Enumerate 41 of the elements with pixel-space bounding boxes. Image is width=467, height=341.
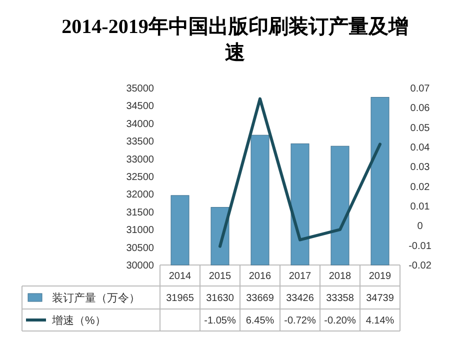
x-tick-label: 2017 bbox=[288, 271, 312, 282]
data-label: 33669 bbox=[246, 293, 274, 304]
y2-tick-label: 0.07 bbox=[410, 84, 430, 94]
data-label: -1.05% bbox=[204, 316, 236, 326]
y2-tick-label: 0.06 bbox=[410, 103, 430, 114]
y-tick-label: 30000 bbox=[126, 260, 154, 272]
data-label: -0.20% bbox=[324, 316, 356, 326]
data-label: 4.14% bbox=[366, 316, 394, 326]
y-tick-label: 30500 bbox=[126, 242, 154, 254]
data-label: 31965 bbox=[166, 293, 194, 304]
y-tick-label: 34000 bbox=[126, 118, 154, 130]
data-label: 31630 bbox=[206, 293, 234, 304]
x-tick-label: 2018 bbox=[328, 271, 352, 282]
legend-label: 增速（%） bbox=[51, 314, 106, 327]
y-tick-label: 33500 bbox=[126, 136, 154, 148]
x-tick-label: 2019 bbox=[368, 271, 392, 282]
y-tick-label: 32500 bbox=[126, 172, 154, 183]
x-tick-label: 2015 bbox=[208, 271, 232, 282]
x-tick-label: 2014 bbox=[168, 271, 192, 282]
y2-tick-label: 0.04 bbox=[410, 142, 430, 154]
y-tick-label: 31000 bbox=[126, 225, 154, 236]
data-label: 6.45% bbox=[246, 316, 274, 326]
data-label: 34739 bbox=[366, 293, 394, 304]
y2-tick-label: 0.03 bbox=[410, 162, 430, 174]
y-tick-label: 33000 bbox=[126, 154, 154, 166]
y-tick-label: 31500 bbox=[126, 207, 154, 218]
y2-tick-label: 0.02 bbox=[410, 182, 430, 193]
x-tick-label: 2016 bbox=[248, 271, 272, 282]
data-label: 33426 bbox=[286, 293, 314, 304]
y2-tick-label: 0.01 bbox=[410, 202, 430, 212]
y2-tick-label: 0.05 bbox=[410, 122, 430, 134]
y2-tick-label: -0.01 bbox=[408, 240, 432, 252]
legend-label: 装订产量（万令） bbox=[52, 292, 140, 304]
y-tick-label: 35000 bbox=[126, 84, 154, 94]
y2-tick-label: 0 bbox=[417, 221, 424, 232]
data-label: -0.72% bbox=[284, 316, 316, 326]
y-tick-label: 32000 bbox=[126, 190, 154, 201]
y-tick-label: 34500 bbox=[126, 101, 154, 112]
data-label: 33358 bbox=[326, 293, 354, 304]
chart-title: 2014-2019年中国出版印刷装订产量及增速 bbox=[60, 14, 410, 66]
y2-tick-label: -0.02 bbox=[408, 260, 432, 272]
